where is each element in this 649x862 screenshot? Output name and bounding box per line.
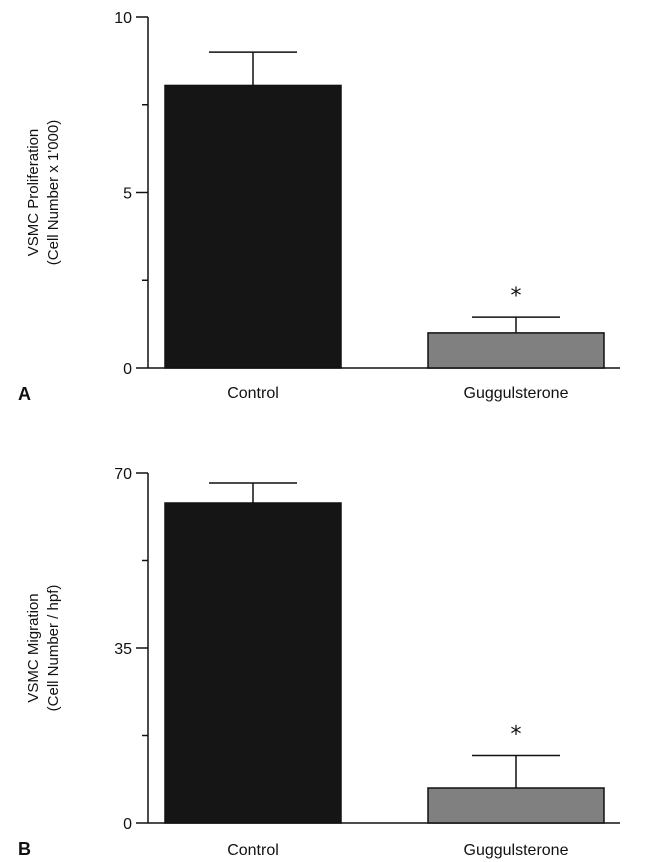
bar-guggulsterone: [427, 787, 605, 824]
y-axis-title-line2: (Cell Number / hpf): [45, 585, 62, 712]
panel-letter: A: [18, 384, 31, 404]
chart-panel-b: 0 35 70 Control Guggulsterone * VSMC Migration…: [18, 466, 620, 859]
y-tick-label: 0: [123, 361, 132, 378]
category-label: Guggulsterone: [464, 842, 569, 859]
y-axis-title-line1: VSMC Proliferation: [25, 129, 42, 257]
y-tick-label: 10: [114, 10, 132, 27]
y-tick-label: 35: [114, 641, 132, 658]
panel-letter: B: [18, 839, 31, 859]
y-tick-label: 0: [123, 816, 132, 833]
bar-control: [164, 84, 342, 369]
category-label: Control: [227, 842, 279, 859]
significance-marker: *: [511, 723, 522, 748]
bar-control: [164, 502, 342, 824]
bar-guggulsterone: [427, 332, 605, 369]
y-tick-label: 70: [114, 466, 132, 483]
y-axis-title-line2: (Cell Number x 1'000): [45, 120, 62, 265]
chart-panel-a: 0 5 10 Control Guggulsterone * VSMC Proliferat…: [18, 10, 620, 404]
category-label: Guggulsterone: [464, 385, 569, 402]
significance-marker: *: [511, 284, 522, 309]
category-label: Control: [227, 385, 279, 402]
y-axis-title-line1: VSMC Migration: [25, 593, 42, 702]
y-tick-label: 5: [123, 186, 132, 203]
